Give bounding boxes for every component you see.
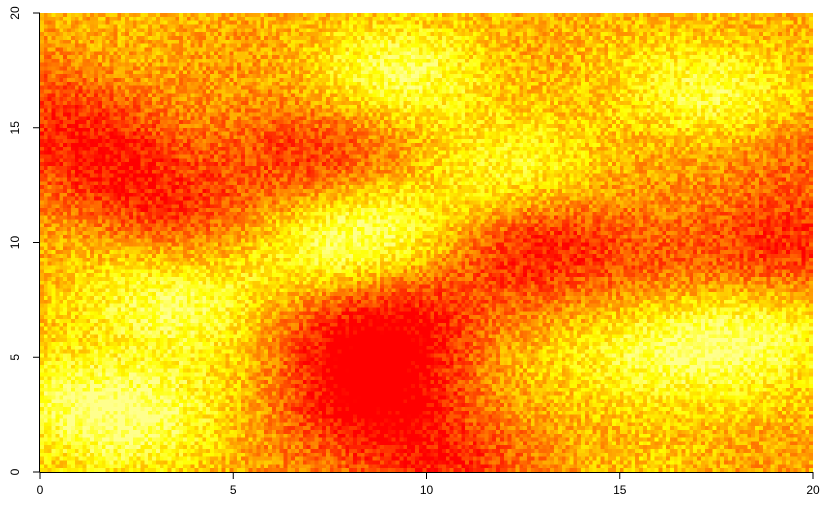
x-tick-label: 15	[613, 483, 627, 497]
y-tick-label: 5	[8, 354, 22, 361]
x-tick-label: 5	[230, 483, 237, 497]
axes: 0 5 10 15 20 0 5 10 15 20	[8, 6, 820, 497]
x-tick-label: 20	[806, 483, 820, 497]
x-tick-label: 10	[420, 483, 434, 497]
heatmap-raster	[40, 13, 813, 472]
y-tick-label: 20	[8, 6, 22, 20]
y-tick-label: 15	[8, 121, 22, 135]
y-tick-label: 0	[8, 468, 22, 475]
y-tick-label: 10	[8, 236, 22, 250]
x-tick-label: 0	[37, 483, 44, 497]
heatmap-cells	[40, 13, 813, 472]
